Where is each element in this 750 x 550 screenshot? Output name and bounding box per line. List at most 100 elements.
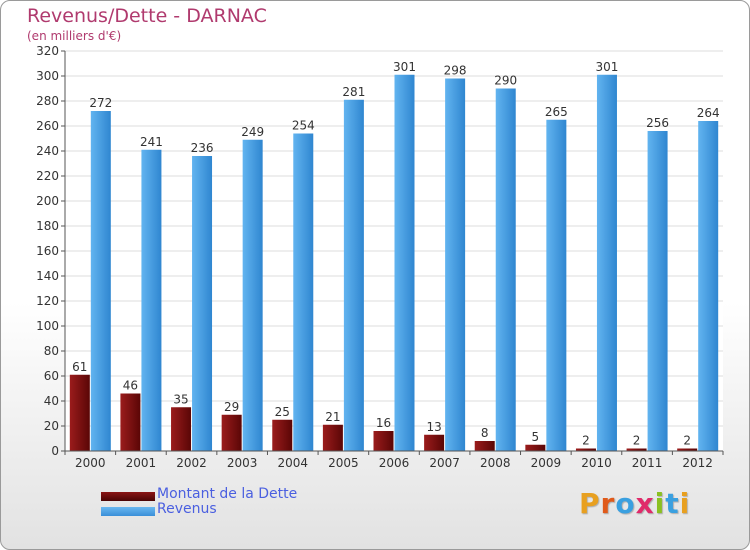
y-tick-label: 40 xyxy=(44,394,59,408)
data-label-revenus: 241 xyxy=(140,135,163,149)
bar-revenus xyxy=(698,121,719,451)
bar-debt xyxy=(575,448,596,451)
y-tick-label: 100 xyxy=(36,319,59,333)
axes: 0 20 40 60 80 100 120 140 160 180 200 220 240 260 280 3… xyxy=(36,44,724,470)
y-tick-label: 160 xyxy=(36,244,59,258)
logo-letter: x xyxy=(635,487,655,520)
x-tick-label: 2003 xyxy=(227,456,258,470)
data-label-debt: 29 xyxy=(224,400,239,414)
logo-letter: i xyxy=(654,487,666,520)
x-tick-label: 2000 xyxy=(75,456,106,470)
x-tick-label: 2012 xyxy=(682,456,713,470)
logo-letter: P xyxy=(579,487,601,520)
bar-revenus xyxy=(141,149,162,451)
bar-revenus xyxy=(90,111,111,451)
data-label-debt: 61 xyxy=(72,360,87,374)
x-tick-label: 2002 xyxy=(176,456,207,470)
x-tick-label: 2001 xyxy=(126,456,157,470)
data-label-revenus: 301 xyxy=(393,60,416,74)
data-label-debt: 35 xyxy=(173,392,188,406)
chart-subtitle: (en milliers d'€) xyxy=(27,29,122,43)
logo-letter: t xyxy=(665,487,680,520)
data-label-debt: 8 xyxy=(481,426,489,440)
data-label-revenus: 256 xyxy=(646,116,669,130)
data-label-debt: 21 xyxy=(325,410,340,424)
data-label-debt: 13 xyxy=(426,420,441,434)
y-tick-label: 280 xyxy=(36,94,59,108)
bar-debt xyxy=(171,407,192,451)
data-label-revenus: 272 xyxy=(89,96,112,110)
legend-label-debt: Montant de la Dette xyxy=(157,486,298,502)
data-label-revenus: 281 xyxy=(342,85,365,99)
bar-debt xyxy=(424,434,445,451)
bar-revenus xyxy=(242,139,263,451)
x-tick-label: 2005 xyxy=(328,456,359,470)
logo-letter: o xyxy=(615,487,636,520)
y-tick-label: 300 xyxy=(36,69,59,83)
bar-revenus xyxy=(343,99,364,451)
bar-debt xyxy=(221,414,242,451)
data-label-debt: 5 xyxy=(532,430,540,444)
bar-debt xyxy=(677,448,698,451)
x-tick-label: 2010 xyxy=(581,456,612,470)
bar-revenus xyxy=(495,88,516,451)
logo-letter: i xyxy=(679,487,691,520)
proxiti-logo: Proxiti xyxy=(579,487,690,520)
x-tick-label: 2004 xyxy=(277,456,308,470)
x-tick-label: 2009 xyxy=(531,456,562,470)
y-tick-label: 120 xyxy=(36,294,59,308)
data-label-revenus: 236 xyxy=(191,141,214,155)
data-label-debt: 2 xyxy=(582,434,590,448)
data-label-revenus: 254 xyxy=(292,119,315,133)
data-label-debt: 2 xyxy=(633,434,641,448)
y-tick-label: 240 xyxy=(36,144,59,158)
data-label-debt: 2 xyxy=(683,434,691,448)
data-label-debt: 16 xyxy=(376,416,391,430)
y-tick-label: 320 xyxy=(36,44,59,58)
y-tick-label: 140 xyxy=(36,269,59,283)
legend-swatch-debt xyxy=(101,492,155,501)
chart-title: Revenus/Dette - DARNAC xyxy=(27,5,267,27)
bars: 6127246241352362924925254212811630113298… xyxy=(69,60,720,451)
y-tick-label: 60 xyxy=(44,369,59,383)
x-tick-label: 2011 xyxy=(632,456,663,470)
bar-debt xyxy=(373,431,394,451)
bar-revenus xyxy=(596,74,617,451)
bar-revenus xyxy=(293,133,314,451)
bar-debt xyxy=(474,441,495,451)
legend-label-revenus: Revenus xyxy=(157,501,217,517)
bar-debt xyxy=(272,419,293,451)
bar-debt xyxy=(525,444,546,451)
y-tick-label: 260 xyxy=(36,119,59,133)
y-tick-label: 200 xyxy=(36,194,59,208)
data-label-debt: 46 xyxy=(123,379,138,393)
bar-debt xyxy=(120,393,141,451)
x-tick-label: 2006 xyxy=(379,456,410,470)
bar-revenus xyxy=(445,78,466,451)
data-label-revenus: 249 xyxy=(241,125,264,139)
bar-revenus xyxy=(192,156,213,451)
grid xyxy=(65,50,723,452)
y-tick-label: 220 xyxy=(36,169,59,183)
y-tick-label: 80 xyxy=(44,344,59,358)
logo-letter: r xyxy=(600,487,616,520)
x-tick-label: 2007 xyxy=(429,456,460,470)
bar-debt xyxy=(322,424,343,451)
y-tick-label: 180 xyxy=(36,219,59,233)
legend-swatch-revenus xyxy=(101,507,155,516)
data-label-revenus: 298 xyxy=(444,64,467,78)
y-tick-label: 20 xyxy=(44,419,59,433)
data-label-revenus: 264 xyxy=(697,106,720,120)
data-label-revenus: 290 xyxy=(494,74,517,88)
data-label-revenus: 265 xyxy=(545,105,568,119)
bar-debt xyxy=(69,374,90,451)
x-tick-label: 2008 xyxy=(480,456,511,470)
bar-revenus xyxy=(647,131,668,451)
y-tick-label: 0 xyxy=(51,444,59,458)
bar-revenus xyxy=(546,119,567,451)
data-label-revenus: 301 xyxy=(596,60,619,74)
data-label-debt: 25 xyxy=(275,405,290,419)
bar-debt xyxy=(626,448,647,451)
